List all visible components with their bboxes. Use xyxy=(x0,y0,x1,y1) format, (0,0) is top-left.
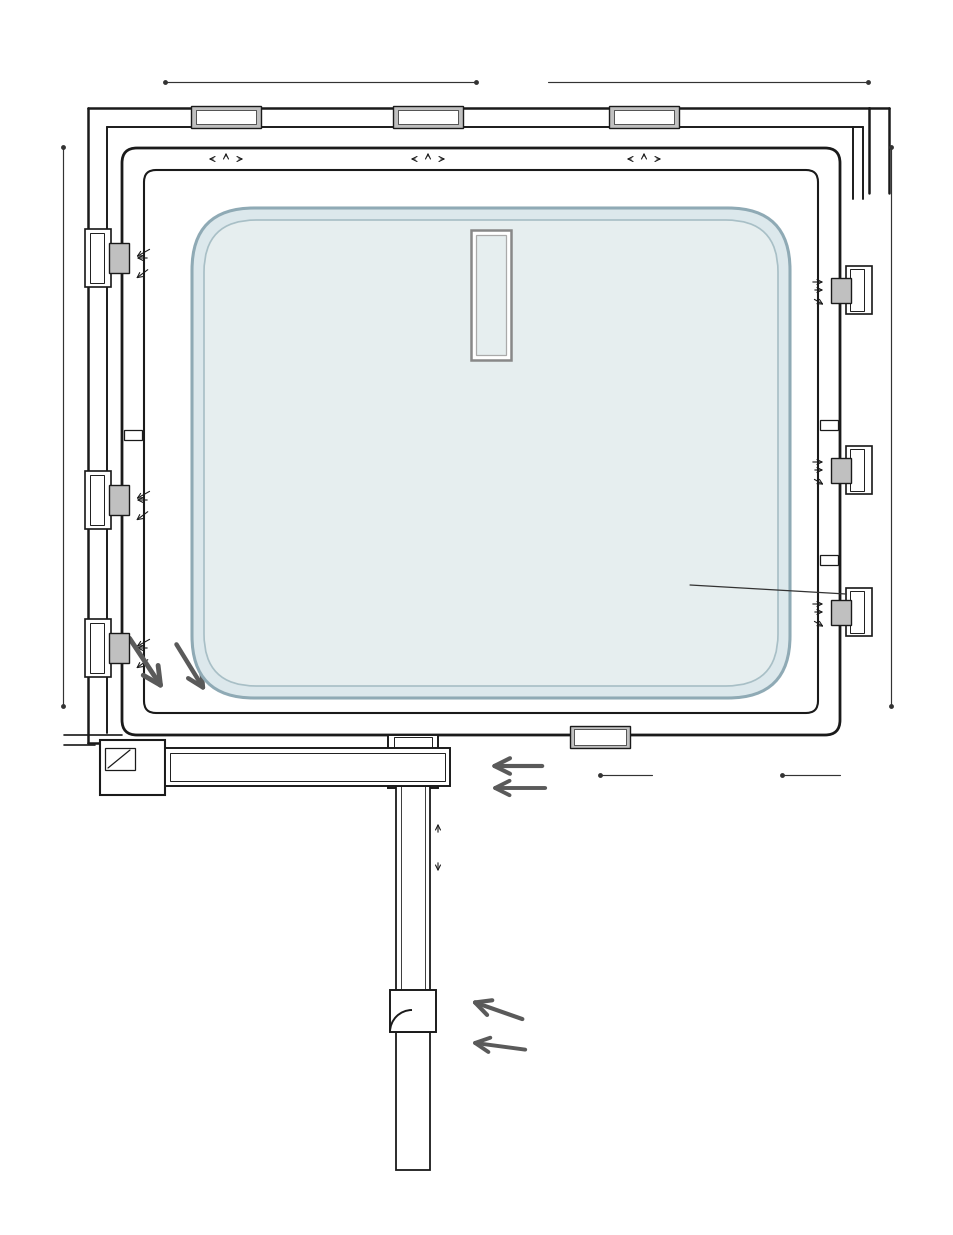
Bar xyxy=(471,230,511,359)
Bar xyxy=(845,446,871,494)
FancyBboxPatch shape xyxy=(192,207,789,698)
Bar xyxy=(85,619,111,677)
Bar xyxy=(195,110,255,124)
Bar xyxy=(574,729,625,745)
Bar xyxy=(849,269,863,311)
Bar xyxy=(85,471,111,529)
Bar xyxy=(165,748,450,785)
Bar xyxy=(395,785,430,990)
Bar xyxy=(476,235,505,354)
FancyBboxPatch shape xyxy=(204,220,778,685)
Bar xyxy=(830,458,850,483)
Bar xyxy=(109,243,129,273)
Bar xyxy=(820,420,837,430)
Bar xyxy=(90,233,104,283)
Bar xyxy=(394,737,432,784)
Bar xyxy=(191,106,261,128)
Bar xyxy=(170,753,444,781)
Bar xyxy=(388,735,437,788)
Bar xyxy=(845,588,871,636)
Bar xyxy=(849,450,863,492)
Bar xyxy=(569,726,629,748)
Bar xyxy=(85,228,111,287)
Bar xyxy=(400,785,424,990)
Bar xyxy=(105,748,135,769)
Bar xyxy=(390,990,436,1032)
Bar xyxy=(109,485,129,515)
Bar xyxy=(849,592,863,634)
Bar xyxy=(109,634,129,663)
Bar xyxy=(395,1032,430,1170)
Bar xyxy=(608,106,679,128)
Bar xyxy=(100,740,165,795)
Bar xyxy=(614,110,673,124)
Bar xyxy=(393,106,462,128)
Bar xyxy=(845,266,871,314)
Bar xyxy=(90,622,104,673)
Bar xyxy=(397,110,457,124)
Bar xyxy=(830,600,850,625)
Bar xyxy=(830,278,850,303)
Bar xyxy=(124,430,142,440)
Bar xyxy=(90,475,104,525)
Bar xyxy=(820,555,837,564)
